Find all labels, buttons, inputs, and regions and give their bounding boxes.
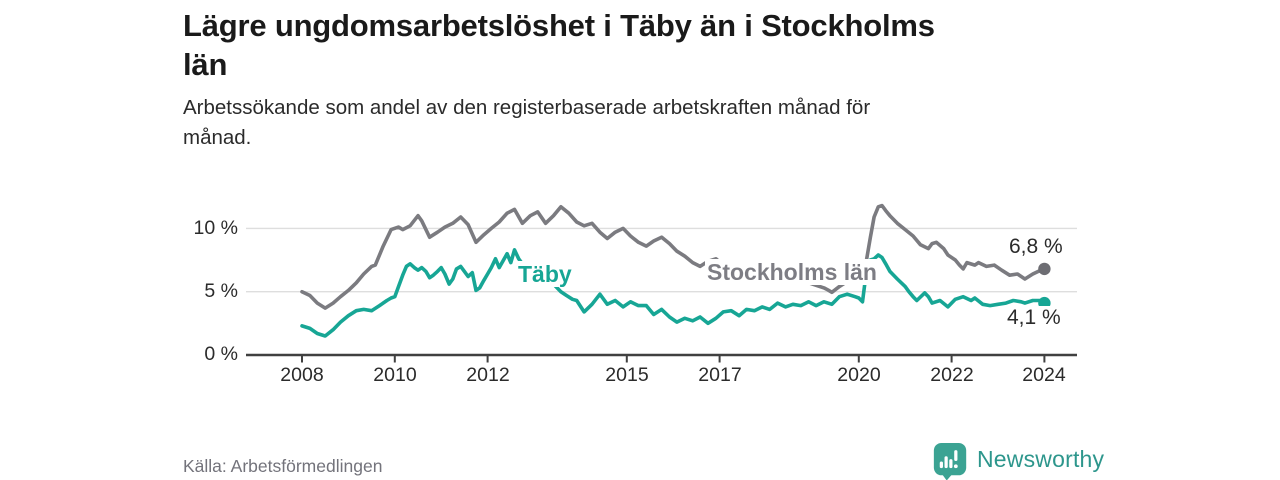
- x-axis-tick-label: 2010: [373, 364, 417, 386]
- x-axis-tick-label: 2012: [466, 364, 510, 386]
- y-axis-tick-label: 5 %: [204, 280, 238, 302]
- series-label-stockholm: Stockholms län: [705, 259, 879, 286]
- x-axis-tick-label: 2015: [605, 364, 649, 386]
- y-axis-tick-label: 10 %: [193, 217, 238, 239]
- x-axis-tick-label: 2008: [280, 364, 324, 386]
- end-value-label-taby: 4,1 %: [1006, 306, 1062, 330]
- x-axis-tick-label: 2020: [837, 364, 881, 386]
- x-axis-tick-label: 2017: [698, 364, 742, 386]
- source-note: Källa: Arbetsförmedlingen: [183, 456, 383, 476]
- y-axis-tick-label: 0 %: [204, 343, 238, 365]
- chart-subtitle: Arbetssökande som andel av den registerb…: [183, 96, 871, 149]
- newsworthy-logo-text: Newsworthy: [977, 446, 1105, 472]
- series-label-taby: Täby: [516, 261, 574, 288]
- end-value-label-stockholm: 6,8 %: [1008, 235, 1064, 259]
- bar-chart-speech-bubble-icon: [933, 442, 967, 480]
- page-title: Lägre ungdomsarbetslöshet i Täby än i St…: [183, 8, 935, 83]
- x-axis-tick-label: 2024: [1022, 364, 1066, 386]
- newsworthy-logo: Newsworthy: [932, 442, 1104, 480]
- x-axis-tick-label: 2022: [930, 364, 974, 386]
